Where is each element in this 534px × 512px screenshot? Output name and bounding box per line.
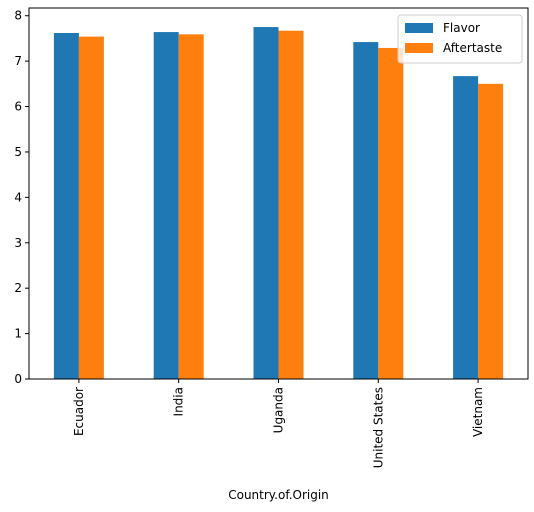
- bar-aftertaste-uganda: [278, 30, 304, 380]
- bar-aftertaste-india: [178, 34, 204, 379]
- x-tick-label: India: [172, 387, 186, 416]
- y-tick-label: 8: [14, 9, 22, 23]
- y-tick-label: 1: [14, 327, 22, 341]
- y-tick-label: 6: [14, 100, 22, 114]
- bar-aftertaste-united-states: [378, 47, 404, 380]
- bar-aftertaste-vietnam: [478, 83, 504, 379]
- bar-flavor-united-states: [353, 42, 379, 379]
- bar-flavor-uganda: [253, 27, 279, 380]
- y-tick-label: 3: [14, 236, 22, 250]
- legend-swatch-flavor: [405, 23, 433, 33]
- y-tick-label: 7: [14, 54, 22, 68]
- x-tick-label: Uganda: [272, 387, 286, 433]
- legend-swatch-aftertaste: [405, 43, 433, 53]
- y-tick-label: 5: [14, 145, 22, 159]
- y-tick-label: 4: [14, 190, 22, 204]
- axes-group: 0 1 2 3 4 5 6 7 8 Ecuador India Uganda United States…: [14, 7, 529, 468]
- bar-flavor-vietnam: [453, 76, 479, 379]
- bar-flavor-india: [153, 32, 179, 379]
- x-axis-title: Country.of.Origin: [228, 488, 329, 502]
- y-tick-label: 2: [14, 281, 22, 295]
- x-tick-label: United States: [371, 387, 385, 468]
- legend-label-aftertaste: Aftertaste: [443, 41, 502, 55]
- bar-flavor-ecuador: [53, 32, 79, 379]
- y-tick-label: 0: [14, 372, 22, 386]
- x-tick-label: Vietnam: [471, 387, 485, 437]
- legend-label-flavor: Flavor: [443, 21, 480, 35]
- bar-aftertaste-ecuador: [78, 36, 104, 379]
- legend: Flavor Aftertaste: [397, 14, 523, 64]
- bars-group: [53, 27, 504, 380]
- x-tick-label: Ecuador: [72, 387, 86, 436]
